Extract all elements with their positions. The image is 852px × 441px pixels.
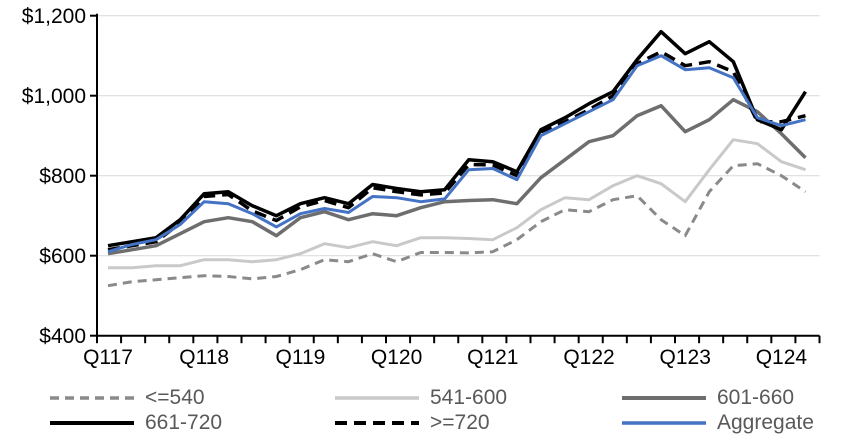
legend-label: >=720 bbox=[430, 411, 490, 434]
series-line-540 bbox=[107, 162, 807, 288]
x-axis-label: Q121 bbox=[467, 346, 518, 369]
x-axis-label: Q117 bbox=[83, 346, 133, 369]
601-660-line-marker-icon bbox=[622, 396, 706, 400]
legend-label: 541-600 bbox=[430, 386, 508, 409]
y-axis-label: $400 bbox=[39, 325, 86, 348]
aggregate-line-marker-icon bbox=[622, 421, 706, 425]
661-720-line-marker-icon bbox=[50, 421, 134, 425]
x-axis-label: Q123 bbox=[660, 346, 711, 369]
legend-label: <=540 bbox=[145, 386, 205, 409]
x-axis-label: Q120 bbox=[371, 346, 422, 369]
legend-item-601-660: 601-660 bbox=[620, 387, 794, 409]
x-axis-label: Q122 bbox=[563, 346, 614, 369]
series-line-661-720 bbox=[107, 29, 807, 248]
x-axis-label: Q119 bbox=[275, 346, 325, 369]
y-axis-label: $600 bbox=[39, 245, 86, 268]
ge720-line-marker-icon bbox=[335, 421, 419, 425]
series-line-aggregate bbox=[107, 54, 806, 254]
series-line-720 bbox=[107, 49, 806, 252]
series-line-541-600 bbox=[108, 138, 806, 270]
legend-item-aggregate: Aggregate bbox=[620, 412, 814, 434]
x-axis-label: Q124 bbox=[756, 346, 808, 369]
legend-item-ge720: >=720 bbox=[333, 412, 490, 434]
legend-label: 601-660 bbox=[717, 386, 795, 409]
541-600-line-marker-icon bbox=[335, 396, 419, 400]
y-axis-label: $1,200 bbox=[22, 5, 86, 28]
legend-item-661-720: 661-720 bbox=[48, 412, 222, 434]
x-axis-label: Q118 bbox=[179, 346, 229, 369]
legend-item-541-600: 541-600 bbox=[333, 387, 507, 409]
legend-label: Aggregate bbox=[717, 411, 814, 434]
y-axis-label: $800 bbox=[39, 165, 86, 188]
le540-line-marker-icon bbox=[50, 396, 134, 400]
legend-label: 661-720 bbox=[145, 411, 223, 434]
series-line-601-660 bbox=[107, 97, 807, 256]
legend-item-le540: <=540 bbox=[48, 387, 205, 409]
y-axis-label: $1,000 bbox=[22, 85, 86, 108]
